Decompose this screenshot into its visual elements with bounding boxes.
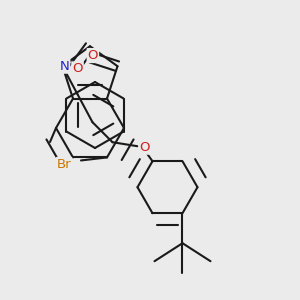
- Text: O: O: [139, 141, 150, 154]
- Text: O: O: [72, 62, 83, 75]
- Text: O: O: [88, 49, 98, 62]
- Text: N: N: [60, 60, 69, 73]
- Text: Br: Br: [57, 158, 71, 171]
